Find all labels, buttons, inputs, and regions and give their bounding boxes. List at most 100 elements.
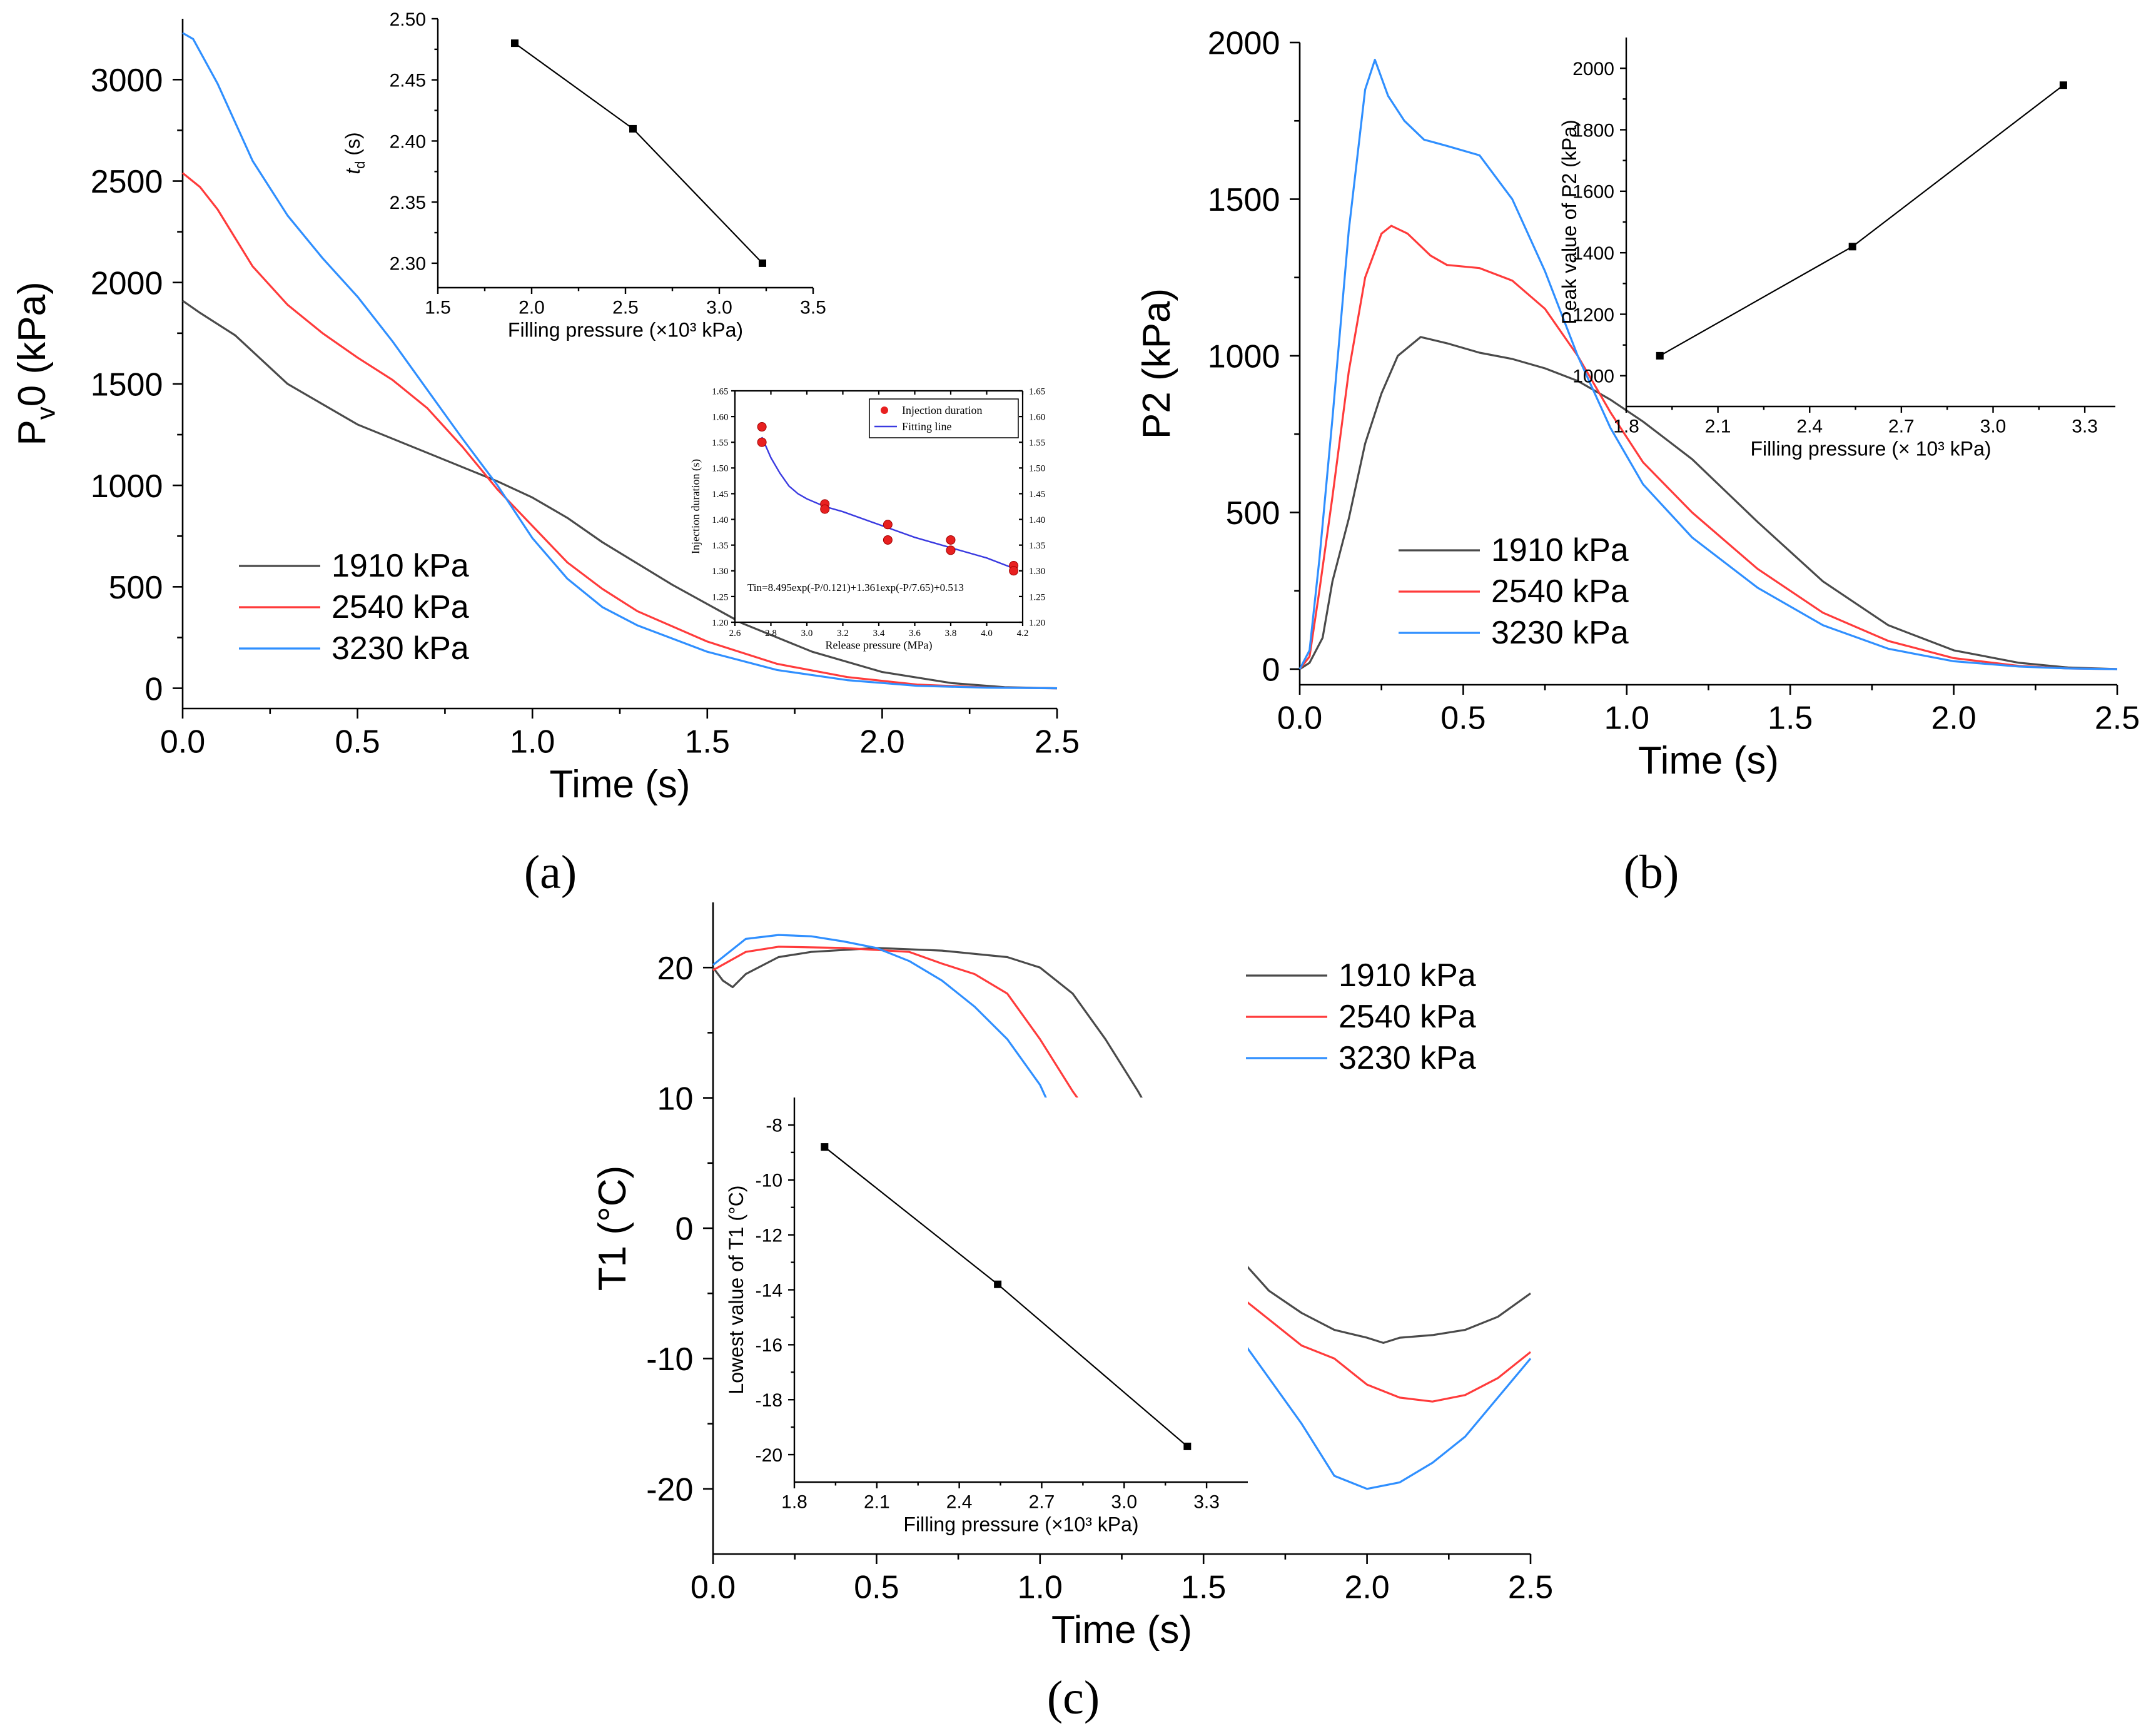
b_inset-y-tick-label: 1000	[1572, 366, 1614, 387]
c_inset-y-tick-label: -8	[766, 1116, 782, 1136]
panel-label-c: (c)	[1047, 1672, 1100, 1724]
a_inset2-y-tick-label-right: 1.65	[1029, 386, 1045, 396]
c_inset-x-tick-label: 2.7	[1029, 1492, 1055, 1513]
a_main-x-tick-label: 0.5	[335, 724, 380, 760]
a_main-x-tick-label: 2.5	[1035, 724, 1080, 760]
a_inset1-y-label-main: t	[342, 168, 364, 174]
b_main-y-tick-label: 500	[1226, 495, 1280, 532]
a_inset2-y-tick-label: 1.20	[712, 618, 728, 628]
a_main-series-line-2	[181, 172, 1058, 690]
b_main-x-tick-label: 1.0	[1604, 700, 1649, 737]
c_main-legend-label-3: 3230 kPa	[1339, 1040, 1476, 1076]
a_inset2-point	[820, 504, 830, 514]
c_inset-y-tick-label: -10	[756, 1171, 782, 1191]
c_main-x-label: Time (s)	[1051, 1608, 1192, 1652]
c_inset-y-tick-label: -18	[756, 1390, 782, 1411]
b_main-legend-label-3: 3230 kPa	[1491, 615, 1629, 651]
a_inset2-point	[883, 520, 893, 530]
c_main-y-tick-label: 10	[657, 1081, 694, 1117]
b_main-y-label: P2 (kPa)	[1135, 288, 1178, 439]
b_main-y-tick-label: 1500	[1208, 182, 1280, 218]
a_inset1-marker	[629, 124, 637, 133]
b_inset-y-tick-label: 1600	[1572, 182, 1614, 203]
b_inset-x-label: Filling pressure (× 10³ kPa)	[1750, 437, 1991, 460]
a_inset1-background	[438, 19, 813, 288]
b_inset-background	[1626, 38, 2115, 406]
c_inset-x-tick-label: 2.4	[946, 1492, 973, 1513]
c_main-y-tick-label: 0	[675, 1211, 693, 1248]
a_main-y-tick-label: 2000	[91, 265, 163, 301]
a_main-y-label-rest: 0 (kPa)	[11, 281, 54, 406]
c_main-y-tick-label: -20	[646, 1472, 693, 1508]
a_inset2-legend-box	[869, 398, 1019, 438]
c_inset-y-tick-label: -16	[756, 1335, 782, 1356]
a_inset2-y-tick-label: 1.45	[712, 490, 728, 500]
a_inset2-y-tick-label-right: 1.45	[1029, 490, 1045, 500]
b_inset-x-tick-label: 2.1	[1705, 416, 1731, 437]
c_main-x-tick-label: 1.5	[1181, 1570, 1226, 1606]
b_inset-marker	[1848, 243, 1856, 251]
b_inset-x-tick-label: 2.7	[1888, 416, 1915, 437]
c_inset-marker	[821, 1143, 829, 1151]
a_inset2-x-tick-label: 4.2	[1017, 628, 1029, 638]
a_main-y-label-main: P	[11, 420, 54, 445]
a_main-x-tick-label: 1.0	[510, 724, 555, 760]
c_main-y-label: T1 (°C)	[591, 1166, 634, 1291]
b_inset-y-tick-label: 1400	[1572, 243, 1614, 264]
b_main-y-tick-label: 0	[1262, 652, 1280, 689]
a_inset1-x-tick-label: 3.5	[800, 298, 826, 318]
a_inset2-y-tick-label-right: 1.25	[1029, 592, 1045, 602]
a_inset2-legend-point-marker	[881, 406, 888, 414]
a_inset1-x-label: Filling pressure (×10³ kPa)	[508, 318, 743, 341]
a_inset2-y-label: Injection duration (s)	[689, 459, 702, 554]
a_main-series-line-1	[182, 300, 1058, 690]
a_main-y-tick-label: 1500	[91, 367, 163, 403]
chart-a_inset1: 1.5 2.0 2.5 3.0 3.5 2.30 2.35 2.40 2.45 2.50 Filli…	[342, 9, 826, 341]
a_inset2-y-tick-label-right: 1.55	[1029, 438, 1045, 448]
a_inset2-y-tick-label-right: 1.20	[1029, 618, 1045, 628]
a_main-y-label-sub: v	[31, 406, 61, 420]
c_inset-background	[794, 1098, 1248, 1482]
a_inset2-legend-line-label: Fitting line	[902, 420, 952, 433]
a_inset1-x-tick-label: 2.0	[519, 298, 545, 318]
a_inset2-y-tick-label: 1.65	[712, 386, 728, 396]
b_inset-y-label: Peak value of P2 (kPa)	[1558, 119, 1581, 324]
c_inset-x-tick-label: 3.0	[1111, 1492, 1137, 1513]
panel-label-a: (a)	[524, 846, 577, 899]
a_inset2-y-tick-label-right: 1.35	[1029, 541, 1045, 551]
a_inset2-point	[883, 535, 893, 545]
a_inset2-x-tick-label: 3.6	[909, 628, 921, 638]
a_inset1-x-tick-label: 2.5	[612, 298, 639, 318]
a_inset2-legend-points-label: Injection duration	[902, 404, 982, 416]
c_inset-x-tick-label: 2.1	[864, 1492, 890, 1513]
a_main-y-tick-label: 1000	[91, 468, 163, 505]
c_inset-y-tick-label: -14	[756, 1280, 782, 1301]
a_inset1-y-tick-label: 2.30	[390, 254, 426, 275]
a_inset2-point	[946, 535, 956, 545]
c_main-y-tick-label: -10	[646, 1341, 693, 1378]
a_main-y-tick-label: 0	[144, 671, 163, 707]
chart-c_inset: 1.8 2.1 2.4 2.7 3.0 3.3 -20 -18 -16 -14 -12 -10 -8 Fi…	[725, 1098, 1248, 1535]
a_inset1-y-tick-label: 2.50	[390, 9, 426, 30]
chart-a_inset2: 2.6 2.8 3.0 3.2 3.4 3.6 3.8 4.0 4.21.20 1.201.25 1…	[689, 386, 1045, 652]
c_main-x-tick-label: 1.0	[1018, 1570, 1063, 1606]
a_inset2-x-tick-label: 3.8	[945, 628, 957, 638]
chart-b_inset: 1.8 2.1 2.4 2.7 3.0 3.3 1000 1200 1400 1600 1800 20…	[1558, 38, 2115, 460]
a_main-y-label: Pv0 (kPa)	[11, 281, 61, 445]
b_inset-marker	[2059, 81, 2067, 89]
c_inset-x-tick-label: 1.8	[781, 1492, 807, 1513]
a_inset2-point	[757, 422, 767, 432]
a_inset2-x-tick-label: 4.0	[981, 628, 993, 638]
c_inset-y-label: Lowest value of T1 (°C)	[725, 1185, 747, 1394]
a_inset2-y-tick-label: 1.25	[712, 592, 728, 602]
c_inset-marker	[994, 1280, 1002, 1288]
b_main-x-tick-label: 2.0	[1931, 700, 1976, 737]
a_main-y-tick-label: 3000	[91, 63, 163, 99]
a_inset2-point	[757, 437, 767, 447]
b_main-y-tick-label: 1000	[1208, 339, 1280, 375]
c_inset-marker	[1183, 1442, 1192, 1450]
b_main-y-tick-label: 2000	[1208, 26, 1280, 62]
b_inset-x-tick-label: 2.4	[1796, 416, 1823, 437]
b_inset-y-tick-label: 2000	[1572, 59, 1614, 79]
